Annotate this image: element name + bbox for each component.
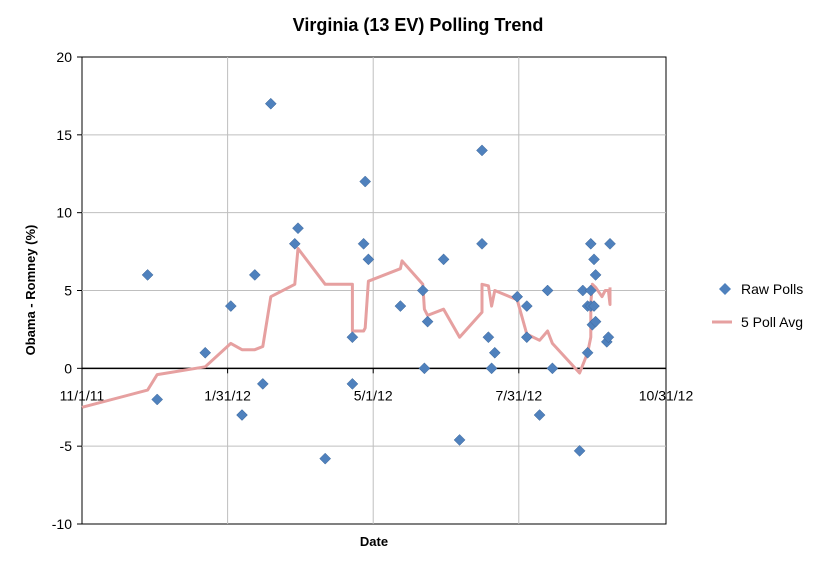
raw-poll-point (520, 331, 533, 344)
chart-title: Virginia (13 EV) Polling Trend (293, 15, 544, 35)
raw-poll-point (141, 269, 154, 281)
raw-poll-point (418, 362, 431, 375)
raw-poll-point (292, 222, 304, 235)
x-tick-label: 1/31/12 (204, 387, 251, 403)
raw-poll-point (264, 97, 277, 110)
raw-poll-point (511, 290, 524, 303)
raw-poll-point (224, 300, 237, 312)
raw-poll-point (485, 362, 498, 375)
y-axis-title: Obama - Romney (%) (23, 225, 38, 356)
raw-poll-point (546, 362, 559, 375)
series-5-poll-avg (81, 247, 612, 409)
legend-raw-label: Raw Polls (741, 281, 803, 297)
raw-poll-point (589, 315, 602, 328)
legend-raw-marker (719, 283, 731, 295)
raw-poll-point (256, 378, 269, 390)
x-tick-label: 5/1/12 (354, 387, 393, 403)
raw-poll-point (453, 434, 466, 446)
legend: Raw Polls 5 Poll Avg (712, 281, 803, 330)
raw-poll-point (416, 284, 429, 297)
raw-poll-point (346, 331, 359, 344)
raw-poll-point (288, 237, 301, 250)
raw-poll-point (573, 444, 586, 457)
raw-poll-point (604, 237, 616, 250)
y-tick-label: 15 (56, 127, 72, 143)
x-axis-title: Date (360, 534, 388, 549)
raw-poll-point (248, 269, 261, 281)
raw-poll-point (602, 331, 615, 344)
y-tick-label: 0 (64, 360, 72, 376)
x-tick-labels: 11/1/11 1/31/12 5/1/12 7/31/12 10/31/12 (60, 387, 694, 403)
y-tick-label: 5 (64, 283, 72, 299)
raw-poll-point (151, 393, 164, 406)
raw-poll-point (476, 144, 488, 157)
raw-poll-point (482, 331, 495, 344)
raw-poll-point (488, 346, 501, 359)
raw-poll-point (533, 409, 546, 421)
legend-avg-label: 5 Poll Avg (741, 314, 803, 330)
series-raw-polls (141, 97, 616, 465)
x-tick-label: 11/1/11 (60, 387, 105, 403)
x-tick-label: 10/31/12 (639, 387, 694, 403)
avg-line (81, 247, 612, 409)
y-tick-label: -5 (60, 438, 73, 454)
raw-poll-point (394, 300, 407, 312)
raw-poll-point (357, 237, 370, 250)
raw-poll-point (199, 346, 212, 359)
axes (77, 56, 667, 525)
raw-poll-point (588, 300, 600, 312)
raw-poll-point (421, 315, 434, 328)
raw-poll-point (584, 284, 597, 297)
raw-poll-point (541, 284, 554, 297)
y-tick-label: 10 (56, 205, 72, 221)
y-tick-label: -10 (52, 516, 72, 532)
y-tick-label: 20 (56, 49, 72, 65)
x-tick-label: 7/31/12 (495, 387, 542, 403)
raw-poll-point (362, 253, 375, 266)
y-tick-labels: -10 -5 0 5 10 15 20 (52, 49, 72, 532)
raw-poll-point (319, 452, 332, 465)
raw-poll-point (576, 284, 589, 297)
raw-poll-point (581, 346, 594, 359)
raw-poll-point (589, 269, 602, 281)
raw-poll-point (584, 237, 597, 250)
raw-poll-point (520, 300, 533, 312)
raw-poll-point (437, 253, 450, 266)
raw-poll-point (346, 378, 359, 390)
raw-poll-point (359, 175, 372, 188)
raw-poll-point (476, 237, 488, 250)
raw-poll-point (236, 409, 248, 421)
raw-poll-point (588, 253, 600, 266)
